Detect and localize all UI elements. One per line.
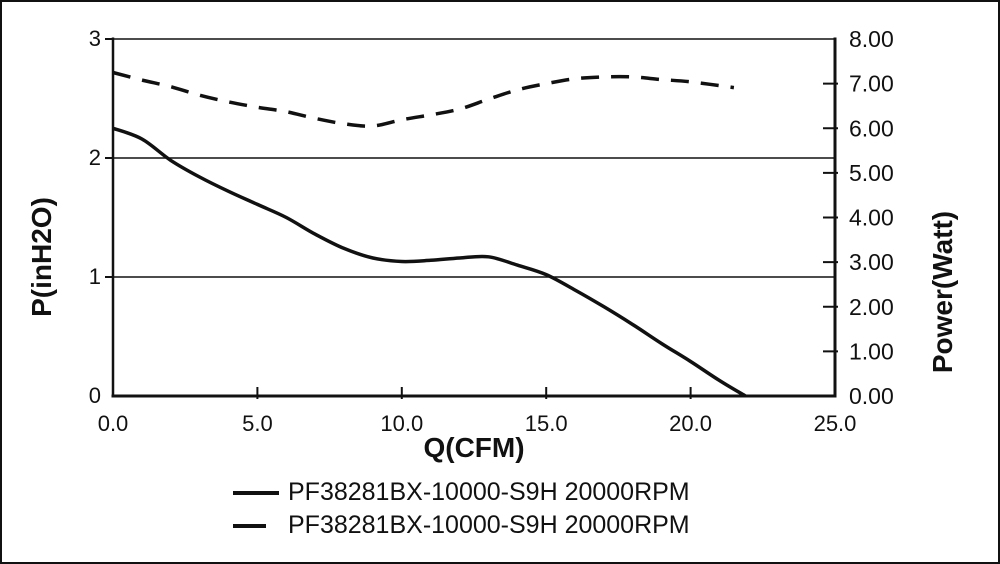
dashed-line-swatch [233, 523, 266, 528]
x-tick-label: 15.0 [525, 411, 568, 436]
x-tick-label: 25.0 [814, 411, 857, 436]
x-tick-label: 0.0 [98, 411, 129, 436]
y-right-tick-label: 6.00 [849, 115, 894, 141]
solid-line-swatch [233, 490, 279, 495]
x-axis-title: Q(CFM) [423, 432, 525, 463]
legend-label-power: PF38281BX-10000-S9H 20000RPM [288, 511, 690, 539]
x-tick-label: 10.0 [380, 411, 423, 436]
y-axis-title-left: P(inH2O) [26, 197, 57, 317]
legend-label-pressure: PF38281BX-10000-S9H 20000RPM [288, 478, 690, 506]
y-left-tick-label: 1 [89, 264, 101, 289]
y-left-tick-label: 0 [89, 383, 101, 408]
legend-item-power: PF38281BX-10000-S9H 20000RPM [233, 511, 690, 539]
power-consumption-curve-dashed [112, 70, 735, 128]
y-right-tick-label: 5.00 [849, 160, 894, 186]
y-right-tick-label: 3.00 [849, 249, 894, 275]
y-right-tick-label: 7.00 [849, 71, 894, 97]
y-right-tick-label: 0.00 [849, 383, 894, 409]
y-right-tick-label: 4.00 [849, 205, 894, 231]
y-left-tick-label: 2 [89, 145, 101, 170]
legend: PF38281BX-10000-S9H 20000RPM PF38281BX-1… [233, 478, 690, 539]
static-pressure-curve-solid [112, 126, 747, 398]
y-right-tick-label: 1.00 [849, 338, 894, 364]
x-tick-label: 5.0 [242, 411, 273, 436]
legend-item-pressure: PF38281BX-10000-S9H 20000RPM [233, 478, 690, 506]
y-right-tick-label: 8.00 [849, 26, 894, 52]
x-tick-label: 20.0 [669, 411, 712, 436]
y-axis-title-right: Power(Watt) [927, 210, 958, 374]
y-left-tick-label: 3 [89, 26, 101, 51]
y-right-tick-label: 2.00 [849, 294, 894, 320]
